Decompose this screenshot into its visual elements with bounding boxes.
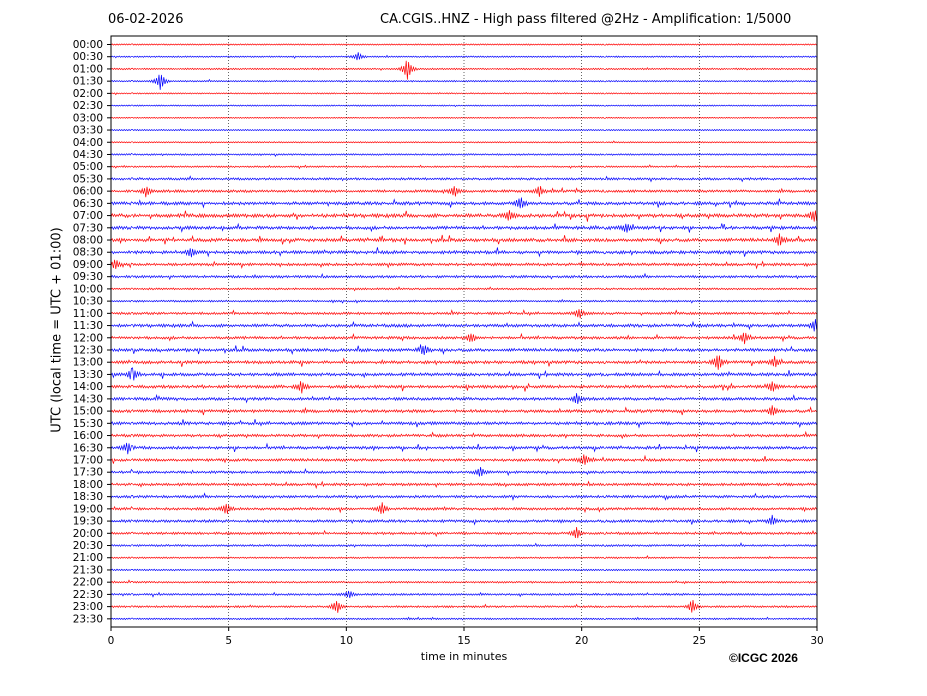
trace-15:30 [110, 419, 817, 429]
x-axis-label: time in minutes [420, 650, 508, 663]
trace-22:00 [110, 579, 817, 585]
row-label-03:00: 03:00 [73, 112, 103, 124]
trace-13:00 [110, 355, 817, 370]
trace-08:00 [110, 233, 817, 246]
row-label-14:00: 14:00 [73, 381, 103, 393]
x-tick-label-10: 10 [340, 635, 353, 647]
trace-14:00 [110, 381, 817, 394]
row-label-18:00: 18:00 [73, 479, 103, 491]
x-tick-label-20: 20 [575, 635, 588, 647]
plot-date: 06-02-2026 [108, 12, 184, 27]
row-label-00:00: 00:00 [73, 39, 103, 51]
x-ticks-layer: 0 5 10 15 20 25 30 [108, 627, 824, 647]
row-label-15:00: 15:00 [73, 406, 103, 418]
trace-00:30 [110, 52, 817, 61]
row-label-16:00: 16:00 [73, 430, 103, 442]
row-label-10:30: 10:30 [73, 296, 103, 308]
row-label-21:30: 21:30 [73, 564, 103, 576]
row-label-17:00: 17:00 [73, 454, 103, 466]
trace-05:00 [110, 164, 817, 170]
row-label-00:30: 00:30 [73, 51, 103, 63]
row-label-08:30: 08:30 [73, 247, 103, 259]
row-label-06:00: 06:00 [73, 186, 103, 198]
trace-11:30 [110, 319, 817, 332]
trace-11:00 [110, 309, 817, 319]
trace-20:30 [110, 542, 817, 548]
trace-01:30 [110, 74, 817, 90]
row-label-19:00: 19:00 [73, 503, 103, 515]
trace-06:00 [110, 185, 817, 198]
row-label-12:00: 12:00 [73, 332, 103, 344]
trace-21:00 [110, 554, 817, 560]
trace-21:30 [110, 567, 817, 572]
plot-title: CA.CGIS..HNZ - High pass filtered @2Hz -… [380, 12, 792, 27]
trace-13:30 [110, 367, 817, 381]
row-label-04:00: 04:00 [73, 137, 103, 149]
row-label-02:30: 02:30 [73, 100, 103, 112]
trace-14:30 [110, 393, 817, 405]
row-label-11:00: 11:00 [73, 308, 103, 320]
row-labels-layer: 00:0000:3001:0001:3002:0002:3003:0003:30… [73, 39, 111, 625]
row-label-05:30: 05:30 [73, 173, 103, 185]
row-label-03:30: 03:30 [73, 125, 103, 137]
trace-12:30 [110, 344, 817, 356]
row-label-13:00: 13:00 [73, 357, 103, 369]
trace-01:00 [110, 60, 817, 80]
trace-09:00 [110, 259, 817, 270]
row-label-01:30: 01:30 [73, 76, 103, 88]
x-tick-label-5: 5 [225, 635, 232, 647]
trace-16:30 [110, 442, 817, 455]
row-label-10:00: 10:00 [73, 283, 103, 295]
row-label-15:30: 15:30 [73, 418, 103, 430]
trace-00:00 [110, 43, 817, 46]
traces-layer [110, 43, 817, 621]
trace-05:30 [110, 175, 817, 183]
row-label-07:30: 07:30 [73, 222, 103, 234]
row-label-19:30: 19:30 [73, 516, 103, 528]
row-label-05:00: 05:00 [73, 161, 103, 173]
row-label-12:30: 12:30 [73, 345, 103, 357]
row-label-02:00: 02:00 [73, 88, 103, 100]
x-tick-label-30: 30 [810, 635, 823, 647]
row-label-17:30: 17:30 [73, 467, 103, 479]
row-label-06:30: 06:30 [73, 198, 103, 210]
row-label-09:30: 09:30 [73, 271, 103, 283]
row-label-11:30: 11:30 [73, 320, 103, 332]
row-label-21:00: 21:00 [73, 552, 103, 564]
row-label-18:30: 18:30 [73, 491, 103, 503]
trace-08:30 [110, 247, 817, 258]
trace-09:30 [110, 272, 817, 281]
row-label-07:00: 07:00 [73, 210, 103, 222]
row-label-20:00: 20:00 [73, 528, 103, 540]
trace-06:30 [110, 197, 817, 209]
row-label-09:00: 09:00 [73, 259, 103, 271]
row-label-16:30: 16:30 [73, 442, 103, 454]
row-label-14:30: 14:30 [73, 393, 103, 405]
row-label-23:00: 23:00 [73, 601, 103, 613]
plot-frame [110, 35, 818, 628]
trace-07:30 [110, 222, 817, 233]
trace-19:30 [110, 514, 817, 526]
row-label-23:30: 23:30 [73, 613, 103, 625]
row-label-13:30: 13:30 [73, 369, 103, 381]
row-label-04:30: 04:30 [73, 149, 103, 161]
row-label-22:00: 22:00 [73, 577, 103, 589]
trace-15:00 [110, 405, 817, 416]
row-label-20:30: 20:30 [73, 540, 103, 552]
trace-22:30 [110, 590, 817, 599]
row-label-22:30: 22:30 [73, 589, 103, 601]
trace-20:00 [110, 527, 817, 539]
row-label-01:00: 01:00 [73, 63, 103, 75]
x-tick-label-25: 25 [693, 635, 706, 647]
grid-layer [228, 36, 700, 627]
x-tick-label-15: 15 [457, 635, 470, 647]
row-label-08:00: 08:00 [73, 235, 103, 247]
x-tick-label-0: 0 [108, 635, 115, 647]
copyright-text: ©ICGC 2026 [729, 651, 798, 665]
